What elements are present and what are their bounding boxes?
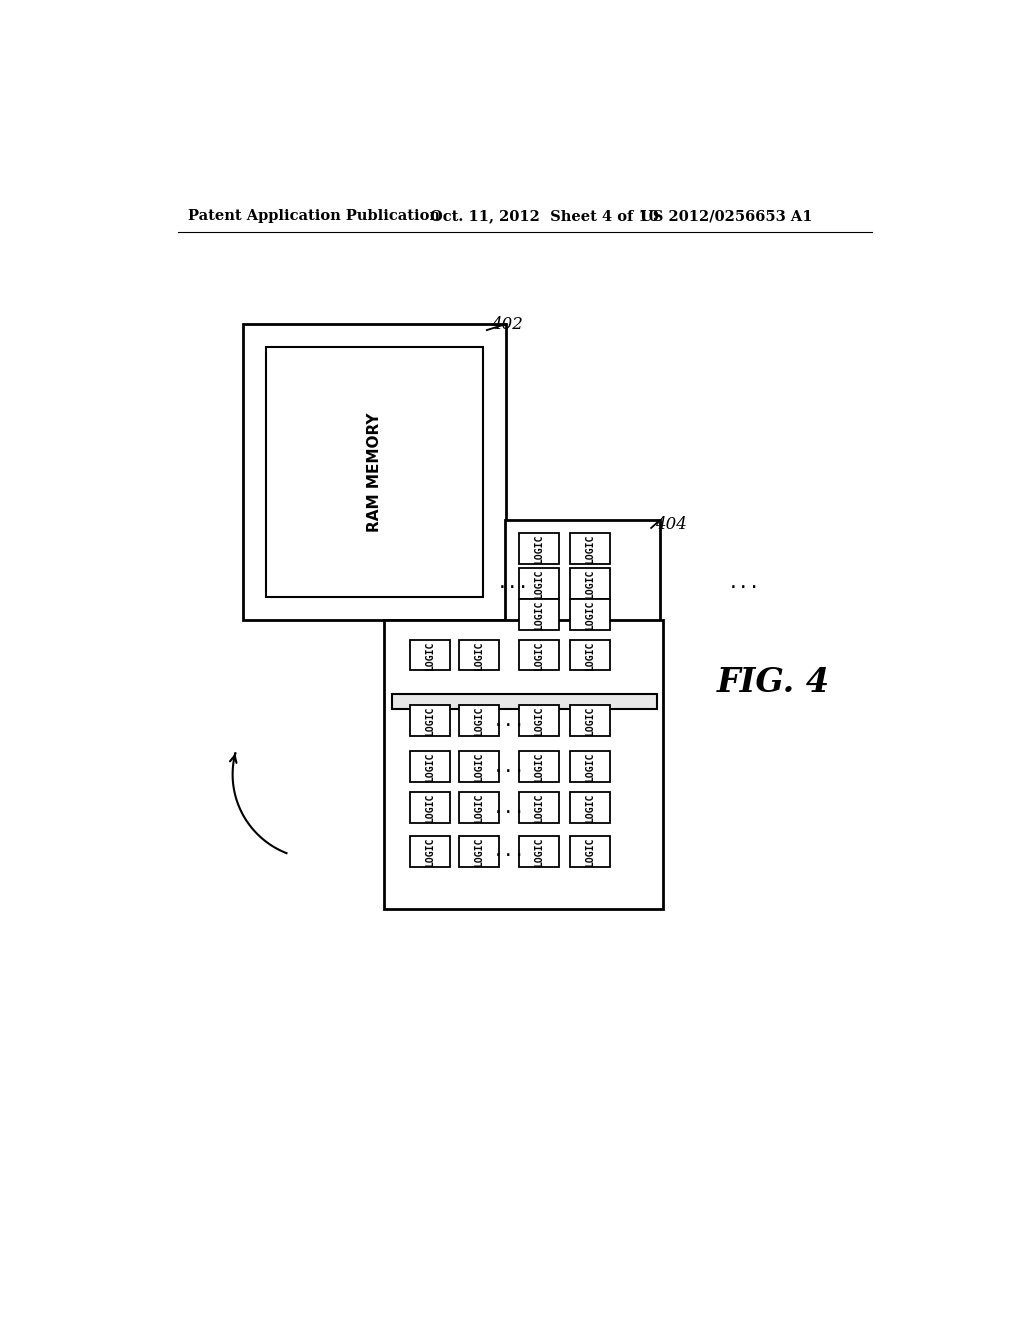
Text: LOGIC: LOGIC bbox=[534, 569, 544, 598]
Text: LOGIC: LOGIC bbox=[534, 640, 544, 669]
Text: ...: ... bbox=[493, 842, 525, 861]
Text: ...: ... bbox=[728, 574, 761, 593]
Text: ...: ... bbox=[497, 574, 529, 593]
Text: ...: ... bbox=[493, 711, 525, 730]
Bar bbox=[459, 705, 500, 737]
Bar bbox=[518, 640, 559, 671]
Text: LOGIC: LOGIC bbox=[425, 706, 435, 735]
Text: LOGIC: LOGIC bbox=[585, 599, 595, 628]
Bar bbox=[518, 836, 559, 867]
Text: LOGIC: LOGIC bbox=[534, 599, 544, 628]
Bar bbox=[569, 751, 610, 781]
Text: LOGIC: LOGIC bbox=[585, 837, 595, 866]
Bar bbox=[569, 792, 610, 822]
Text: RAM MEMORY: RAM MEMORY bbox=[367, 412, 382, 532]
Bar bbox=[518, 568, 559, 599]
Bar bbox=[410, 751, 451, 781]
Bar bbox=[569, 705, 610, 737]
Text: LOGIC: LOGIC bbox=[585, 752, 595, 781]
Text: US 2012/0256653 A1: US 2012/0256653 A1 bbox=[640, 209, 812, 223]
Text: LOGIC: LOGIC bbox=[425, 837, 435, 866]
Bar bbox=[518, 599, 559, 630]
Bar bbox=[569, 533, 610, 564]
Text: LOGIC: LOGIC bbox=[425, 640, 435, 669]
Bar bbox=[459, 751, 500, 781]
Bar bbox=[459, 792, 500, 822]
Bar bbox=[459, 640, 500, 671]
Text: LOGIC: LOGIC bbox=[585, 706, 595, 735]
Bar bbox=[410, 792, 451, 822]
Bar bbox=[391, 693, 656, 709]
Text: ...: ... bbox=[493, 799, 525, 817]
Bar bbox=[569, 599, 610, 630]
Text: LOGIC: LOGIC bbox=[534, 752, 544, 781]
Bar bbox=[384, 620, 663, 909]
Text: LOGIC: LOGIC bbox=[534, 535, 544, 564]
Bar bbox=[410, 705, 451, 737]
Text: ...: ... bbox=[493, 758, 525, 776]
Text: LOGIC: LOGIC bbox=[474, 837, 484, 866]
Bar bbox=[459, 836, 500, 867]
Text: LOGIC: LOGIC bbox=[585, 793, 595, 822]
Text: Oct. 11, 2012  Sheet 4 of 10: Oct. 11, 2012 Sheet 4 of 10 bbox=[430, 209, 659, 223]
Bar bbox=[410, 836, 451, 867]
Text: LOGIC: LOGIC bbox=[474, 640, 484, 669]
Text: LOGIC: LOGIC bbox=[585, 535, 595, 564]
Text: LOGIC: LOGIC bbox=[585, 640, 595, 669]
Bar bbox=[243, 323, 506, 620]
Text: LOGIC: LOGIC bbox=[534, 837, 544, 866]
Bar bbox=[569, 836, 610, 867]
Text: LOGIC: LOGIC bbox=[474, 752, 484, 781]
Text: LOGIC: LOGIC bbox=[474, 793, 484, 822]
Text: LOGIC: LOGIC bbox=[474, 706, 484, 735]
Text: LOGIC: LOGIC bbox=[425, 752, 435, 781]
Text: 402: 402 bbox=[490, 317, 522, 333]
Text: LOGIC: LOGIC bbox=[585, 569, 595, 598]
Text: LOGIC: LOGIC bbox=[534, 706, 544, 735]
Bar bbox=[569, 568, 610, 599]
Bar bbox=[518, 533, 559, 564]
Bar bbox=[518, 751, 559, 781]
Text: LOGIC: LOGIC bbox=[425, 793, 435, 822]
Bar bbox=[410, 640, 451, 671]
Bar bbox=[518, 705, 559, 737]
Text: LOGIC: LOGIC bbox=[534, 793, 544, 822]
Bar bbox=[266, 347, 483, 598]
Bar bbox=[505, 520, 659, 624]
Bar bbox=[518, 792, 559, 822]
Text: 404: 404 bbox=[655, 516, 687, 533]
Text: Patent Application Publication: Patent Application Publication bbox=[188, 209, 440, 223]
Text: FIG. 4: FIG. 4 bbox=[717, 665, 830, 698]
Bar bbox=[569, 640, 610, 671]
